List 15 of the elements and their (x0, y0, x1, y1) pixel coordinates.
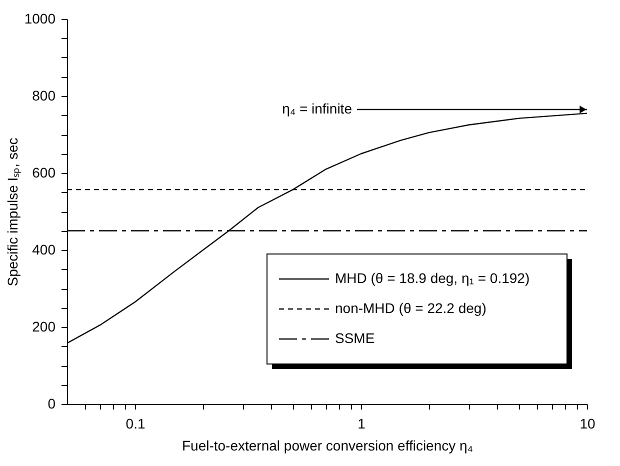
x-axis-title: Fuel-to-external power conversion efficiency η₄ (182, 438, 474, 454)
y-tick-label: 1000 (24, 10, 56, 26)
y-tick-label: 200 (32, 318, 56, 334)
legend-label: SSME (335, 330, 375, 346)
legend-label: MHD (θ = 18.9 deg, η₁ = 0.192) (335, 270, 530, 286)
y-tick-label: 600 (32, 164, 56, 180)
y-tick-label: 0 (48, 396, 56, 412)
x-tick-label: 0.1 (126, 416, 146, 432)
annotation: η₄ = infinite (282, 100, 352, 116)
y-tick-label: 800 (32, 88, 56, 104)
x-tick-label: 1 (358, 416, 366, 432)
x-tick-label: 10 (580, 416, 596, 432)
y-axis-title: Specific impulse Iₛₚ, sec (4, 138, 22, 286)
y-tick-label: 400 (32, 242, 56, 258)
legend-label: non-MHD (θ = 22.2 deg) (335, 300, 486, 316)
